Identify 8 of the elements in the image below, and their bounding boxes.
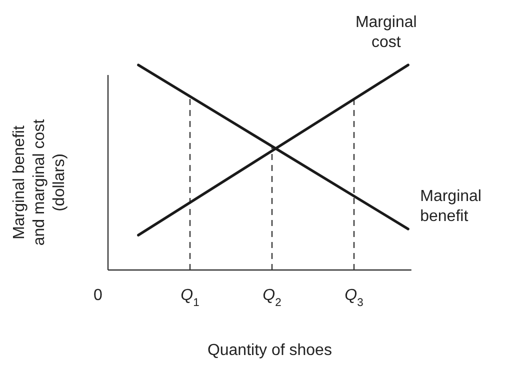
series-label: Marginal benefit: [420, 188, 482, 225]
series-label: Marginal cost: [355, 14, 417, 51]
x-tick-label: Q$_{3}$: [344, 287, 364, 309]
x-tick-label: Q$_{1}$: [180, 287, 200, 309]
x-tick-label: 0: [94, 287, 103, 304]
y-axis-title: Marginal benefit and marginal cost (dollars): [11, 118, 68, 246]
x-axis-title: Quantity of shoes: [207, 342, 332, 359]
x-tick-label: Q$_{2}$: [262, 287, 282, 309]
